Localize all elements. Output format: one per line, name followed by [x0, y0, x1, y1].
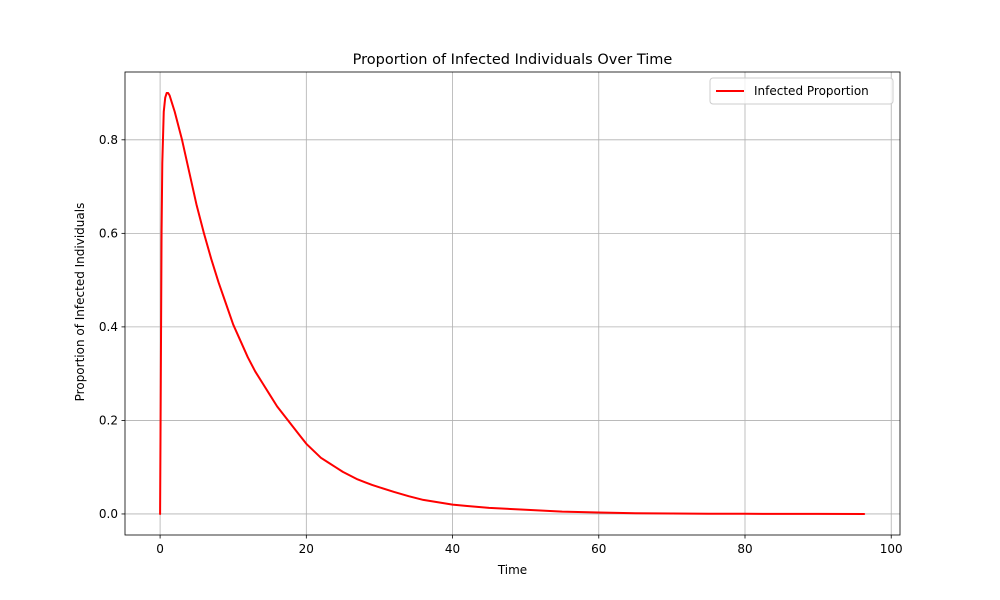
plot-area-frame [124, 71, 901, 536]
x-axis-title: Time [497, 563, 527, 577]
x-tick-label: 100 [880, 542, 903, 556]
x-tick-label: 60 [591, 542, 606, 556]
y-tick-label: 0.4 [99, 320, 118, 334]
y-tick-label: 0.2 [99, 413, 118, 427]
legend: Infected Proportion [709, 77, 894, 105]
series-line-infected-proportion [159, 92, 866, 515]
series-layer [159, 92, 866, 515]
legend-box [709, 77, 894, 105]
x-tick-label: 20 [299, 542, 314, 556]
chart-title: Proportion of Infected Individuals Over … [353, 52, 673, 68]
y-tick-label: 0.6 [99, 226, 118, 240]
x-tick-label: 40 [445, 542, 460, 556]
axis-ticks: 0 20 40 60 80 100 0.0 0.2 0.4 0.6 0.8 [99, 133, 903, 556]
legend-label-infected-proportion: Infected Proportion [754, 84, 869, 98]
y-tick-label: 0.0 [99, 507, 118, 521]
x-tick-label: 80 [737, 542, 752, 556]
y-tick-label: 0.8 [99, 133, 118, 147]
y-axis-title: Proportion of Infected Individuals [73, 203, 87, 402]
x-tick-label: 0 [156, 542, 164, 556]
